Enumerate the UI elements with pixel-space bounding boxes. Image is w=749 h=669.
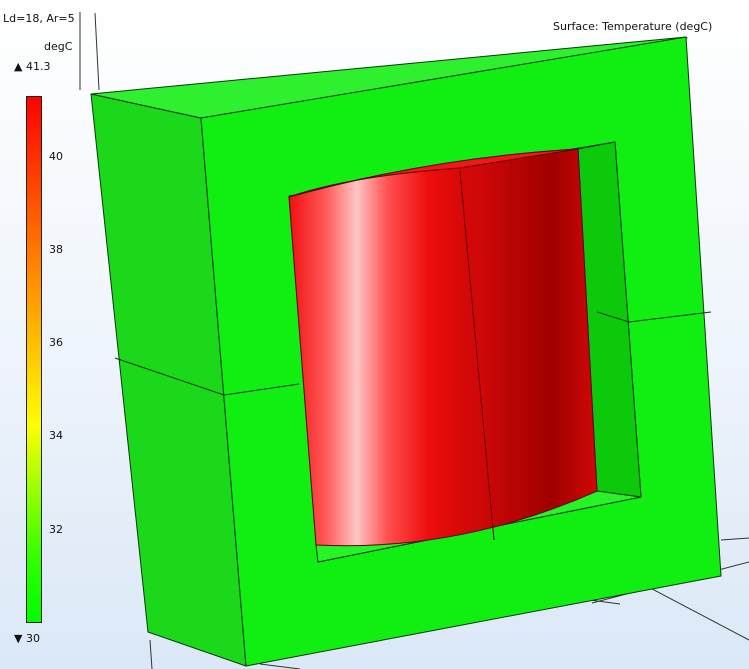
min-triangle-icon: ▼ — [14, 632, 23, 645]
parameter-label: Ld=18, Ar=5 — [3, 12, 75, 25]
colorbar-tick-labels: 32 34 36 38 40 — [0, 0, 100, 669]
winding-top-face — [288, 148, 579, 198]
colorbar-max: ▲ 41.3 — [14, 60, 50, 73]
surface-title: Surface: Temperature (degC) — [553, 20, 713, 33]
colorbar-tick-label: 40 — [49, 149, 63, 163]
colorbar-max-value: 41.3 — [25, 60, 51, 73]
colorbar-min: ▼ 30 — [14, 632, 40, 645]
winding-side-face — [288, 148, 598, 547]
colorbar-tick-label: 36 — [49, 336, 63, 350]
core-top-face — [90, 36, 688, 119]
colorbar — [26, 96, 42, 623]
colorbar-tick-label: 38 — [49, 242, 63, 256]
colorbar-tick-label: 34 — [49, 429, 63, 443]
colorbar-unit: degC — [44, 40, 73, 53]
core-body — [90, 36, 722, 667]
colorbar-min-value: 30 — [25, 632, 40, 645]
colorbar-tick-label: 32 — [49, 522, 63, 536]
winding-body — [288, 148, 598, 547]
max-triangle-icon: ▲ — [14, 60, 23, 73]
